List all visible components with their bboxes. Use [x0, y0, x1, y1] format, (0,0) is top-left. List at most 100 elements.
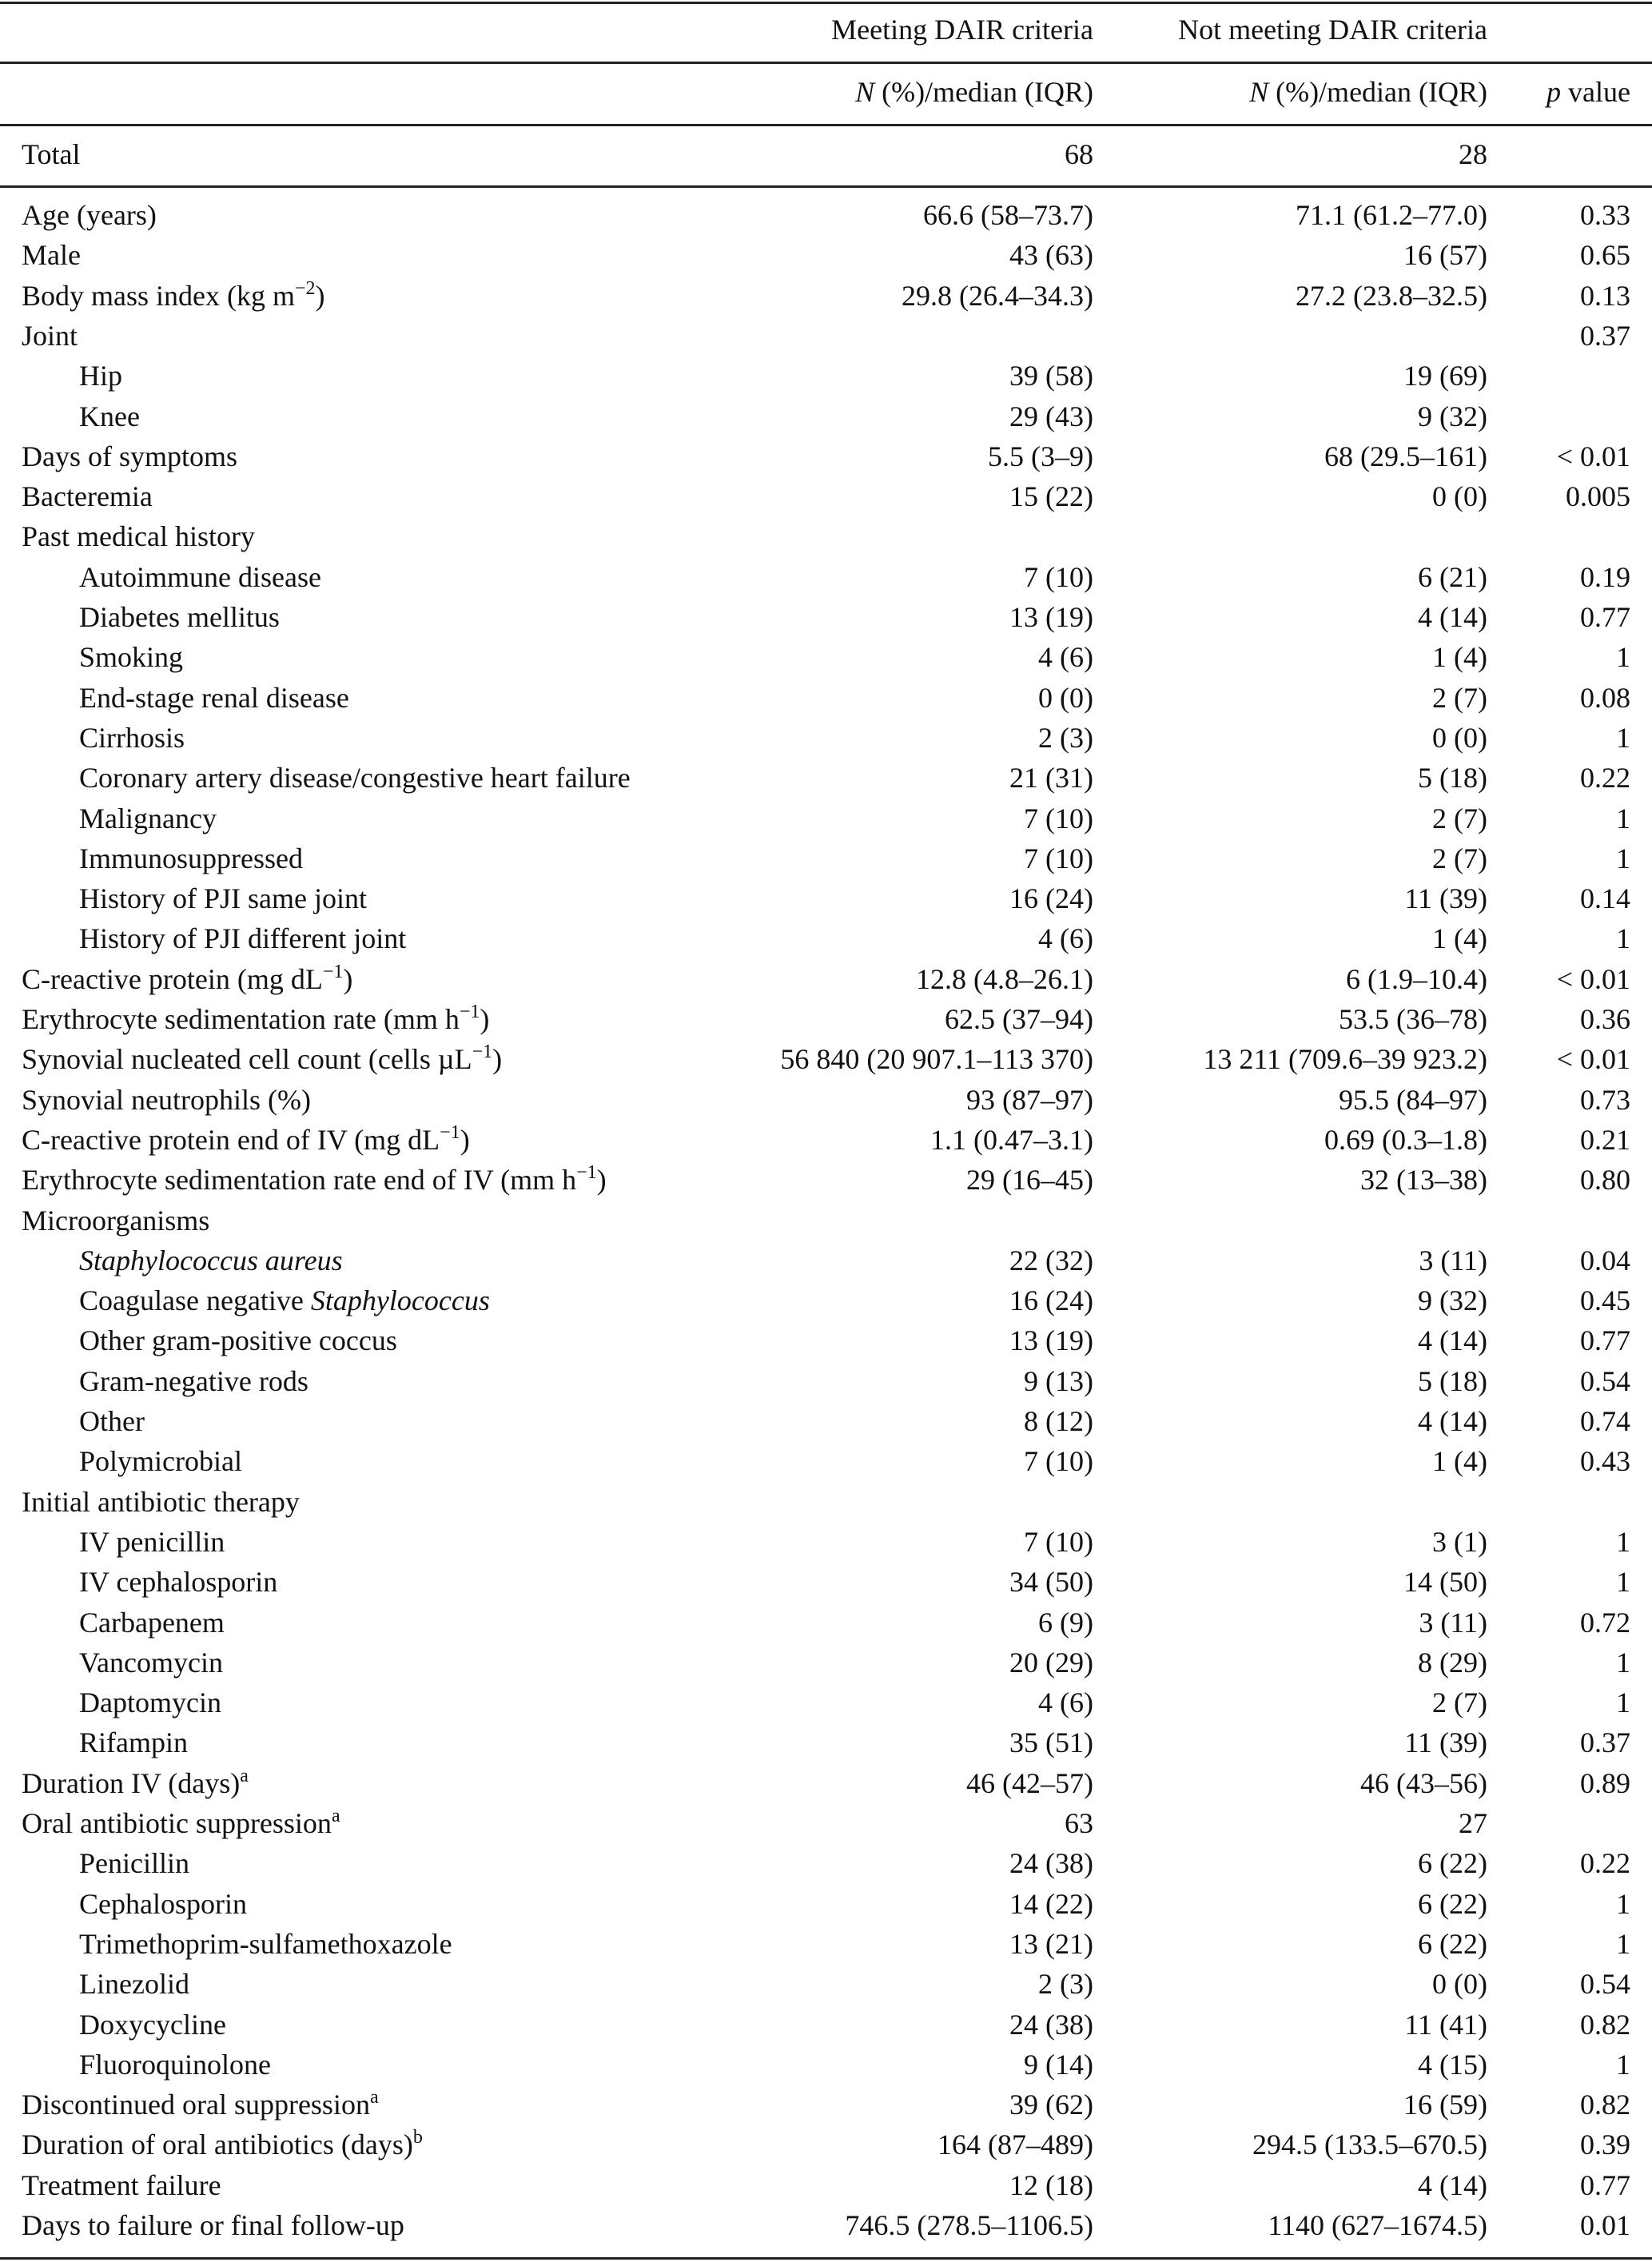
value-meeting: 22 (32)	[1009, 1244, 1093, 1276]
value-not-meeting: 11 (39)	[1404, 882, 1487, 915]
value-not-meeting: 2 (7)	[1432, 802, 1487, 834]
table-row: Penicillin 24 (38) 6 (22) 0.22	[0, 1843, 1652, 1883]
header-sub-row: N (%)/median (IQR) N (%)/median (IQR) p …	[0, 72, 1652, 112]
value-not-meeting: 13 211 (709.6–39 923.2)	[1203, 1043, 1487, 1076]
value-meeting: 4 (6)	[1038, 922, 1093, 955]
p-value: 1	[1616, 1566, 1630, 1599]
value-not-meeting: 3 (1)	[1432, 1525, 1487, 1558]
label-text: Smoking	[79, 641, 184, 674]
value-meeting: 8 (12)	[1024, 1405, 1093, 1437]
row-label: Male	[22, 235, 81, 275]
label-text: Erythrocyte sedimentation rate (mm h	[22, 1003, 460, 1035]
value-meeting: 2 (3)	[1038, 721, 1093, 754]
header-p-value: p value	[1547, 72, 1630, 112]
row-label: Daptomycin	[79, 1683, 221, 1722]
superscript: −2	[294, 277, 316, 299]
p-value: 0.19	[1580, 560, 1630, 593]
table-row: Oral antibiotic suppressiona 63 27	[0, 1803, 1652, 1843]
row-label: Duration IV (days)a	[22, 1763, 249, 1803]
label-text: Other	[79, 1405, 145, 1437]
row-label: Vancomycin	[79, 1643, 223, 1683]
value-not-meeting: 4 (14)	[1418, 601, 1487, 633]
row-label: Oral antibiotic suppressiona	[22, 1803, 340, 1843]
label-text: Fluoroquinolone	[79, 2048, 271, 2081]
p-value: 0.77	[1580, 2168, 1630, 2201]
table-row: Staphylococcus aureus 22 (32) 3 (11) 0.04	[0, 1241, 1652, 1280]
row-label: Trimethoprim-sulfamethoxazole	[79, 1924, 452, 1964]
label-text: Trimethoprim-sulfamethoxazole	[79, 1927, 452, 1960]
value-not-meeting: 28	[1459, 138, 1487, 170]
value-meeting: 35 (51)	[1009, 1726, 1093, 1759]
value-not-meeting: 32 (13–38)	[1360, 1164, 1487, 1197]
row-label: Immunosuppressed	[79, 838, 303, 878]
value-not-meeting: 8 (29)	[1418, 1646, 1487, 1679]
row-label: Total	[22, 138, 81, 170]
row-label: Linezolid	[79, 1964, 189, 2004]
value-meeting: 29 (16–45)	[966, 1164, 1093, 1197]
value-not-meeting: 9 (32)	[1418, 1284, 1487, 1317]
value-meeting: 43 (63)	[1009, 239, 1093, 272]
value-not-meeting: 3 (11)	[1419, 1244, 1487, 1276]
value-not-meeting: 9 (32)	[1418, 400, 1487, 432]
p-value: 0.65	[1580, 239, 1630, 272]
label-text: value	[1561, 76, 1630, 108]
table-row: Days of symptoms 5.5 (3–9) 68 (29.5–161) < …	[0, 436, 1652, 476]
label-text: p	[1547, 76, 1562, 108]
label-text: Past medical history	[22, 520, 255, 553]
label-text: End-stage renal disease	[79, 681, 349, 714]
table-row: Doxycycline 24 (38) 11 (41) 0.82	[0, 2005, 1652, 2045]
label-text: Linezolid	[79, 1968, 189, 2001]
p-value: 0.89	[1580, 1766, 1630, 1799]
label-text: )	[480, 1003, 490, 1035]
label-text: Hip	[79, 360, 122, 392]
value-not-meeting: 0 (0)	[1432, 1968, 1487, 2001]
row-label: Doxycycline	[79, 2005, 226, 2045]
superscript: a	[369, 2087, 379, 2109]
total-row: Total 68 28	[0, 134, 1652, 174]
table-row: Rifampin 35 (51) 11 (39) 0.37	[0, 1722, 1652, 1762]
value-meeting: 34 (50)	[1009, 1566, 1093, 1599]
table-row: Bacteremia 15 (22) 0 (0) 0.005	[0, 476, 1652, 516]
row-label: History of PJI different joint	[79, 918, 406, 958]
value-meeting: 7 (10)	[1024, 560, 1093, 593]
table-row: Cirrhosis 2 (3) 0 (0) 1	[0, 718, 1652, 758]
table-row: Carbapenem 6 (9) 3 (11) 0.72	[0, 1603, 1652, 1643]
value-meeting: 0 (0)	[1038, 681, 1093, 714]
row-label: End-stage renal disease	[79, 678, 349, 718]
row-label: C-reactive protein end of IV (mg dL−1)	[22, 1120, 470, 1160]
p-value: < 0.01	[1556, 962, 1630, 995]
row-label: Synovial neutrophils (%)	[22, 1080, 311, 1120]
p-value: 0.72	[1580, 1606, 1630, 1639]
row-label: Diabetes mellitus	[79, 597, 280, 637]
value-not-meeting: 2 (7)	[1432, 842, 1487, 874]
p-value: 0.21	[1580, 1123, 1630, 1156]
label-text: Duration IV (days)	[22, 1766, 241, 1799]
value-not-meeting: 11 (41)	[1404, 2008, 1487, 2041]
table-row: Knee 29 (43) 9 (32)	[0, 396, 1652, 436]
row-label: Discontinued oral suppressiona	[22, 2085, 379, 2125]
table-row: Synovial nucleated cell count (cells µL−…	[0, 1039, 1652, 1079]
table-row: Vancomycin 20 (29) 8 (29) 1	[0, 1643, 1652, 1683]
p-value: 1	[1616, 2048, 1630, 2081]
label-text: )	[315, 279, 325, 312]
table-row: Other gram-positive coccus 13 (19) 4 (14) 0…	[0, 1320, 1652, 1360]
label-text: Duration of oral antibiotics (days)	[22, 2129, 413, 2161]
value-not-meeting: 95.5 (84–97)	[1339, 1083, 1487, 1116]
value-not-meeting: 2 (7)	[1432, 681, 1487, 714]
p-value: 0.77	[1580, 1324, 1630, 1357]
label-text: Diabetes mellitus	[79, 601, 280, 633]
label-text: Days of symptoms	[22, 440, 237, 472]
value-not-meeting: 294.5 (133.5–670.5)	[1252, 2129, 1487, 2161]
p-value: 0.22	[1580, 1847, 1630, 1880]
value-not-meeting: 0 (0)	[1432, 480, 1487, 513]
value-meeting: 12 (18)	[1009, 2168, 1093, 2201]
value-not-meeting: 6 (21)	[1418, 560, 1487, 593]
value-not-meeting: 6 (22)	[1418, 1847, 1487, 1880]
table-row: Erythrocyte sedimentation rate (mm h−1) 6…	[0, 999, 1652, 1039]
label-text: Treatment failure	[22, 2168, 221, 2201]
label-text: IV penicillin	[79, 1525, 225, 1558]
label-text: Penicillin	[79, 1847, 189, 1880]
label-text: Male	[22, 239, 81, 272]
p-value: 1	[1616, 802, 1630, 834]
label-text: Bacteremia	[22, 480, 153, 513]
